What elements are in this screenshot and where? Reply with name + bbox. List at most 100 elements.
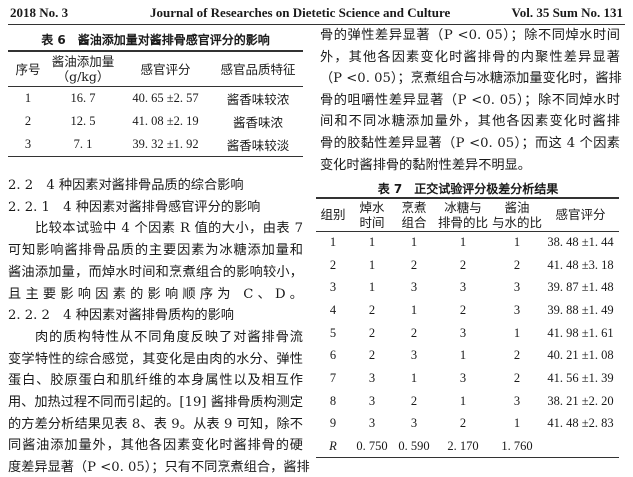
section-heading: 2. 2 4 种因素对酱排骨品质的综合影响 <box>8 178 244 193</box>
issue-number: 2018 No. 3 <box>10 5 69 20</box>
paragraph-line: 变学特性的综合感觉，其变化是由肉的水分、弹性 <box>8 351 303 367</box>
table-cell: 3 <box>329 280 337 295</box>
table-cell: 7 <box>329 370 337 385</box>
table-cell: 2 <box>368 302 376 317</box>
header-row: 组别 焯水 时间 烹煮 组合 冰糖与 排骨的比 酱油 与水的比 感官评分 <box>316 199 619 231</box>
table-cell: 2 <box>368 325 376 340</box>
table-cell: 9 <box>329 416 337 431</box>
table-cell: 39. 88 ±1. 49 <box>547 302 614 317</box>
table-cell: 2 <box>513 370 521 385</box>
table-cell: 40. 65 ±2. 57 <box>132 90 199 105</box>
table-row: 2 12. 5 41. 08 ±2. 19 酱香味浓 <box>8 110 303 134</box>
table-cell: 酱香味浓 <box>232 115 283 130</box>
table-row: R 0. 750 0. 590 2. 170 1. 760 <box>316 435 619 458</box>
paragraph-line: 比较本试验中 4 个因素 R 值的大小，由表 7 <box>35 221 303 237</box>
paragraph-line: 外，其他各因素变化时酱排骨的内聚性差异显著 <box>320 49 620 65</box>
table-cell: 3 <box>410 280 418 295</box>
table-cell: 41. 56 ±1. 39 <box>547 370 614 385</box>
table-cell: 39. 32 ±1. 92 <box>132 137 199 151</box>
table-cell: 1 <box>513 235 521 250</box>
table-cell: 0. 750 <box>356 438 388 453</box>
table-cell: 1 <box>513 416 521 431</box>
paragraph-line: 用、加热过程不同而引起的。[19] 酱排骨质构测定 <box>8 395 304 410</box>
paragraph-line: 间和不同冰糖添加量外，其他各因素变化时酱排 <box>320 114 620 130</box>
column-header: 感官品质特征 <box>220 61 296 77</box>
header-rule <box>8 24 625 25</box>
table-cell: 酱香味较淡 <box>226 139 290 153</box>
paragraph-line: 骨的胶黏性差异显著（P <0. 05）；而这 4 个因素 <box>320 136 620 151</box>
table-cell: 16. 7 <box>70 90 96 105</box>
paragraph-line: （P <0. 05）；烹煮组合与冰糖添加量变化时，酱排 <box>320 71 622 87</box>
table-cell: 1 <box>410 235 418 250</box>
table-cell: 1 <box>459 393 467 408</box>
table-cell: 1 <box>368 257 376 272</box>
paragraph-line: 骨的弹性差异显著（P <0. 05）；除不同焯水时间 <box>320 28 620 43</box>
table-cell: 2 <box>459 416 467 431</box>
table-cell: 3 <box>410 416 418 431</box>
table-cell: 1 <box>329 235 337 250</box>
column-header: 感官评分 <box>555 207 606 223</box>
table-row: 6 2 3 1 2 40. 21 ±1. 08 <box>316 344 619 367</box>
column-header: 冰糖与 排骨的比 <box>437 199 488 230</box>
table-cell: 38. 48 ±1. 44 <box>547 235 614 250</box>
table-row: 9 3 3 2 1 41. 48 ±2. 83 <box>316 413 619 436</box>
table-cell: 39. 87 ±1. 48 <box>547 280 614 295</box>
table-cell: 38. 21 ±2. 20 <box>547 393 614 408</box>
table-cell: 3 <box>368 416 376 431</box>
table-cell: 2 <box>24 113 32 128</box>
table7-top-rule <box>316 197 619 199</box>
table-cell <box>542 435 619 458</box>
table-cell: 3 <box>459 370 467 385</box>
table-cell: 酱香味较浓 <box>226 92 290 107</box>
table-cell: 41. 48 ±3. 18 <box>547 257 614 272</box>
paragraph-line: 肉的质构特性从不同角度反映了对酱排骨流 <box>35 329 303 345</box>
table-cell: 3 <box>513 393 521 408</box>
table-cell: 12. 5 <box>70 113 96 128</box>
table-cell: 2 <box>513 348 521 363</box>
table-cell: 0. 590 <box>398 438 430 453</box>
table-cell: 41. 08 ±2. 19 <box>132 113 199 128</box>
column-header: 酱油添加量 （g/kg） <box>51 54 115 85</box>
paragraph-line: 同酱油添加量外，其他各因素变化时酱排骨的硬 <box>8 438 303 454</box>
table-cell: 41. 98 ±1. 61 <box>547 325 614 340</box>
table-cell: 1 <box>368 280 376 295</box>
table-cell: 3 <box>459 280 467 295</box>
column-header: 焯水 时间 <box>359 199 385 230</box>
table-row: 3 7. 1 39. 32 ±1. 92 酱香味较淡 <box>8 133 303 157</box>
column-header: 组别 <box>320 207 346 223</box>
column-header: 序号 <box>15 61 41 77</box>
table-cell: 5 <box>329 325 337 340</box>
table-cell: 1 <box>459 348 467 363</box>
table-cell: 3 <box>513 280 521 295</box>
journal-title: Journal of Researches on Dietetic Scienc… <box>150 5 451 20</box>
table-cell: 1. 760 <box>501 438 533 453</box>
table-cell: 2 <box>410 393 418 408</box>
table-cell: 1 <box>459 235 467 250</box>
table7: 组别 焯水 时间 烹煮 组合 冰糖与 排骨的比 酱油 与水的比 感官评分 1 1 1 1 1 38. … <box>316 199 619 458</box>
table-cell: 3 <box>368 370 376 385</box>
header-row: 序号 酱油添加量 （g/kg） 感官评分 感官品质特征 <box>8 53 303 86</box>
table-cell: 7. 1 <box>73 137 93 151</box>
table-row: 1 1 1 1 1 38. 48 ±1. 44 <box>316 231 619 254</box>
paragraph-line: 可知影响酱排骨品质的主要因素为冰糖添加量和 <box>8 243 303 259</box>
table-cell: 3 <box>513 302 521 317</box>
column-header: 感官评分 <box>140 61 191 77</box>
table-cell: 2 <box>513 257 521 272</box>
section-heading: 2. 2. 1 4 种因素对酱排骨感官评分的影响 <box>8 199 261 215</box>
table-cell: 3 <box>24 137 32 151</box>
paragraph-line: 酱油添加量，而焯水时间和烹煮组合的影响较小， <box>8 264 303 280</box>
table-row: 3 1 3 3 3 39. 87 ±1. 48 <box>316 276 619 299</box>
table-cell: 40. 21 ±1. 08 <box>547 348 614 363</box>
table-cell: 2 <box>459 302 467 317</box>
table-cell: 3 <box>459 325 467 340</box>
column-header: 酱油 与水的比 <box>492 199 543 230</box>
table-cell: 3 <box>368 393 376 408</box>
table-cell: 3 <box>410 348 418 363</box>
table-cell: 6 <box>329 348 337 363</box>
table-cell: 2 <box>410 257 418 272</box>
table7-caption: 表 7 正交试验评分极差分析结果 <box>377 182 559 196</box>
paragraph-line: 骨的咀嚼性差异显著（P <0. 05）；除不同焯水时 <box>320 92 620 108</box>
table-cell: 1 <box>368 235 376 250</box>
table-row: 5 2 2 3 1 41. 98 ±1. 61 <box>316 322 619 345</box>
